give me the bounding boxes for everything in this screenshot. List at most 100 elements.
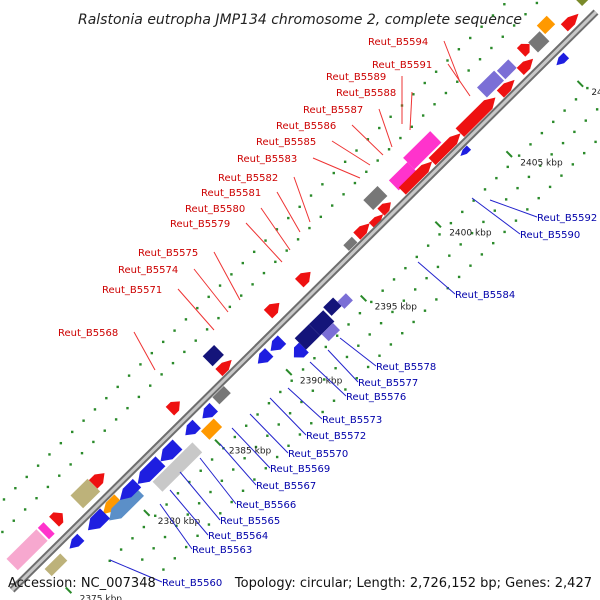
gc-dot	[186, 513, 189, 516]
reverse-leader-line	[309, 361, 347, 397]
gc-dot	[46, 485, 50, 489]
gc-dot	[82, 419, 85, 422]
gc-dot	[149, 384, 152, 387]
gc-dot	[210, 458, 214, 461]
gene-arrow	[88, 473, 105, 489]
gc-dot	[334, 367, 337, 370]
gc-dot	[480, 253, 484, 256]
gc-dot	[391, 310, 394, 314]
gc-dot	[423, 309, 427, 312]
reverse-gene-label: Reut_B5567	[256, 481, 316, 492]
gene-arrow	[455, 97, 496, 137]
gene-arrow	[337, 293, 353, 309]
gene-arrow	[556, 52, 570, 66]
gene-arrow	[368, 214, 384, 229]
gc-dot	[492, 241, 495, 245]
gc-dot	[366, 365, 370, 369]
gene-arrow	[160, 439, 183, 462]
kbp-tick	[65, 586, 73, 594]
gc-dot	[584, 119, 587, 122]
gc-dot	[188, 480, 191, 484]
gc-dot	[103, 429, 106, 432]
gc-dot	[423, 81, 426, 85]
gene-arrow	[102, 494, 123, 515]
gc-dot	[205, 328, 209, 331]
gc-dot	[563, 109, 566, 112]
gene-arrow	[403, 131, 442, 170]
gene-arrow	[185, 419, 201, 436]
gc-dot	[433, 103, 436, 106]
gc-dot	[233, 435, 237, 439]
reverse-leader-line	[327, 349, 359, 383]
gc-dot	[540, 131, 544, 135]
gc-dot	[252, 250, 256, 254]
gc-dot	[483, 188, 487, 191]
gene-arrow	[263, 302, 280, 319]
gc-dot	[389, 115, 392, 118]
gc-dot	[154, 514, 157, 517]
gc-dot	[114, 418, 118, 421]
gc-dot	[425, 276, 428, 280]
gc-dot	[300, 400, 303, 404]
forward-leader-line	[245, 222, 283, 263]
reverse-gene-label: Reut_B5576	[346, 392, 406, 403]
reverse-gene-label: Reut_B5590	[520, 230, 580, 241]
gc-dot	[550, 153, 553, 156]
gc-dot	[412, 93, 415, 96]
gc-dot	[240, 294, 243, 297]
gc-dot	[69, 463, 72, 466]
gc-dot	[461, 210, 464, 214]
gc-dot	[412, 320, 415, 324]
gc-dot	[230, 500, 233, 504]
gc-dot	[467, 69, 470, 72]
reverse-gene-label: Reut_B5565	[220, 516, 280, 527]
gc-dot	[472, 199, 475, 202]
gc-dot	[116, 385, 119, 389]
gc-dot	[335, 334, 339, 337]
gc-dot	[175, 524, 178, 527]
gc-dot	[355, 377, 358, 380]
gene-arrow	[212, 386, 231, 405]
gene-arrow	[44, 553, 68, 577]
gene-arrow	[37, 522, 55, 540]
gc-dot	[196, 534, 199, 538]
gc-dot	[514, 219, 518, 222]
gc-dot	[480, 25, 483, 28]
gc-dot	[529, 143, 532, 146]
gene-arrow	[293, 342, 309, 358]
gene-arrow	[363, 186, 388, 210]
gc-dot	[456, 80, 459, 83]
gc-dot	[196, 306, 199, 310]
gene-arrow	[69, 533, 85, 549]
gc-dot	[573, 130, 576, 134]
gc-dot	[152, 547, 155, 550]
reverse-gene-label: Reut_B5578	[376, 362, 436, 373]
gc-dot	[80, 451, 84, 455]
gc-dot	[262, 271, 266, 275]
forward-leader-line	[443, 40, 461, 83]
forward-leader-line	[133, 331, 156, 371]
gene-arrow	[308, 310, 335, 336]
gc-dot	[449, 221, 453, 225]
gc-dot	[524, 13, 527, 16]
gc-dot	[435, 298, 438, 301]
gc-dot	[199, 469, 202, 472]
kbp-label: 2405 kbp	[520, 158, 563, 168]
topology-text: Topology: circular; Length: 2,726,152 bp…	[234, 576, 592, 591]
gc-dot	[527, 175, 531, 179]
reverse-gene-label: Reut_B5560	[162, 578, 222, 589]
kbp-tick	[143, 509, 151, 517]
reverse-leader-line	[179, 471, 221, 521]
reverse-leader-line	[417, 261, 456, 295]
reverse-gene-label: Reut_B5569	[270, 464, 330, 475]
forward-gene-label: Reut_B5585	[256, 137, 316, 148]
gc-dot	[105, 396, 108, 400]
gc-dot	[232, 468, 235, 471]
gc-dot	[353, 181, 357, 185]
forward-gene-label: Reut_B5591	[372, 60, 432, 71]
gc-dot	[266, 434, 269, 437]
kbp-label: 2410 kbp	[591, 88, 600, 98]
reverse-leader-line	[199, 457, 237, 505]
gc-dot	[264, 467, 267, 470]
gc-dot	[321, 410, 324, 414]
